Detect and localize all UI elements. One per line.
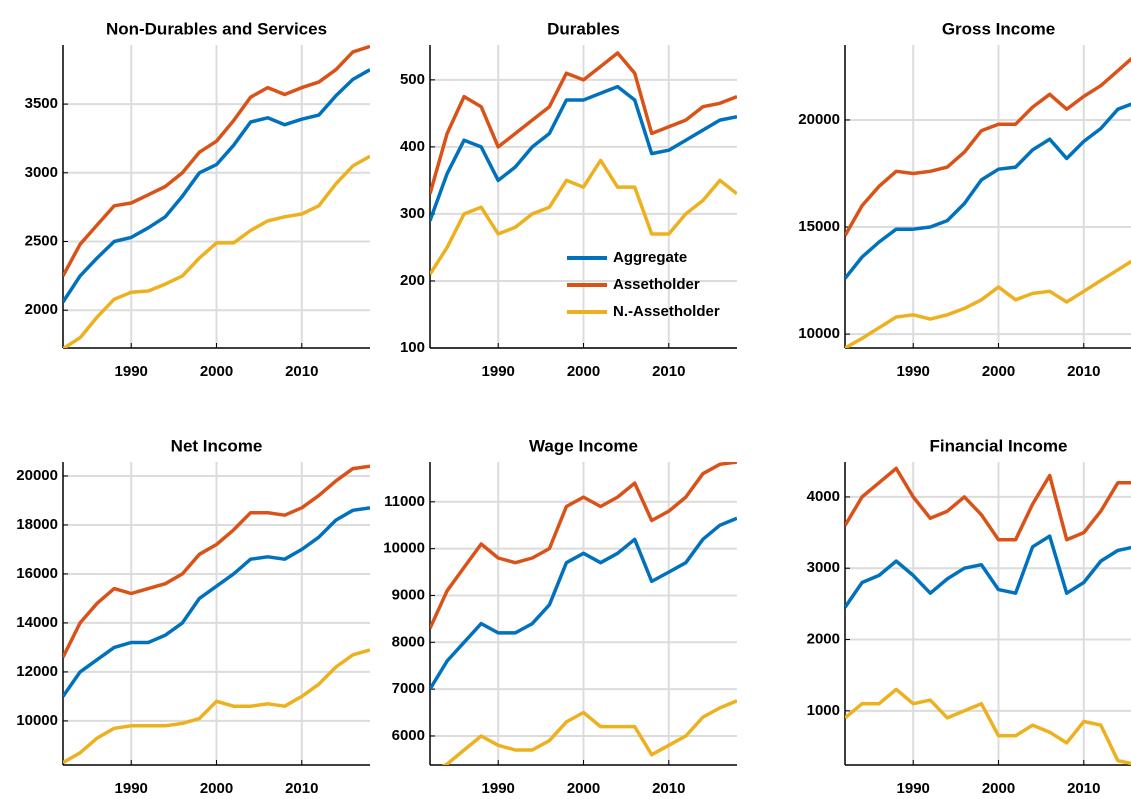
y-tick-label: 18000 (16, 516, 58, 533)
series-line (845, 259, 1131, 348)
y-tick-label: 8000 (392, 633, 425, 650)
series-line (63, 68, 370, 303)
series-line (63, 154, 370, 348)
series-line (430, 462, 737, 630)
series-line (63, 506, 370, 698)
y-tick-label: 2500 (25, 232, 58, 249)
x-tick-label: 2010 (285, 363, 318, 380)
series-line (845, 534, 1131, 609)
legend-label: N.-Assetholder (613, 303, 720, 320)
x-tick-label: 2000 (982, 780, 1015, 797)
series-line (430, 84, 737, 222)
x-tick-label: 2010 (1067, 780, 1100, 797)
y-tick-label: 4000 (807, 488, 840, 505)
x-tick-label: 1990 (115, 780, 148, 797)
series-line (430, 516, 737, 691)
y-tick-label: 9000 (392, 586, 425, 603)
legend-label: Assetholder (613, 276, 700, 293)
series-line (430, 158, 737, 276)
y-tick-label: 400 (400, 138, 425, 155)
y-tick-label: 10000 (16, 712, 58, 729)
y-tick-label: 300 (400, 205, 425, 222)
y-tick-label: 11000 (384, 493, 425, 510)
x-tick-label: 1990 (482, 363, 515, 380)
y-tick-label: 3000 (25, 164, 58, 181)
y-tick-label: 12000 (16, 663, 58, 680)
panel: 2000 2500 3000 3500 1990 2000 2010 Non-Durables… (25, 19, 370, 380)
y-tick-label: 2000 (807, 630, 840, 647)
x-tick-label: 2000 (200, 363, 233, 380)
y-tick-label: 2000 (25, 301, 58, 318)
panel: 10000 12000 14000 16000 18000 20000 1990 2000 20… (16, 436, 370, 797)
x-tick-label: 2010 (652, 780, 685, 797)
y-tick-label: 6000 (392, 727, 425, 744)
series-line (441, 699, 737, 765)
y-tick-label: 20000 (16, 467, 58, 484)
panel: 1000 2000 3000 4000 1990 2000 2010 Financial In… (807, 436, 1131, 797)
x-tick-label: 2000 (982, 363, 1015, 380)
x-tick-label: 2010 (1067, 363, 1100, 380)
series-line (845, 102, 1131, 280)
chart-title: Net Income (171, 436, 263, 455)
series-line (63, 464, 370, 658)
x-tick-label: 1990 (897, 363, 930, 380)
x-tick-label: 2000 (200, 780, 233, 797)
chart-title: Wage Income (529, 436, 638, 455)
chart-title: Non-Durables and Services (106, 19, 327, 38)
y-tick-label: 16000 (16, 565, 58, 582)
y-tick-label: 10000 (383, 540, 425, 557)
panel: 100 200 300 400 500 1990 2000 2010 Durables Aggre… (400, 19, 737, 380)
y-tick-label: 3500 (25, 95, 58, 112)
series-line (845, 466, 1131, 542)
panel: 10000 15000 20000 1990 2000 2010 Gross Income (798, 19, 1131, 380)
y-tick-label: 15000 (798, 218, 840, 235)
x-tick-label: 1990 (115, 363, 148, 380)
series-line (63, 648, 370, 765)
y-tick-label: 20000 (798, 111, 840, 128)
series-line (845, 687, 1131, 765)
y-tick-label: 3000 (807, 559, 840, 576)
y-tick-label: 200 (400, 272, 425, 289)
x-tick-label: 1990 (482, 780, 515, 797)
chart-title: Financial Income (930, 436, 1068, 455)
series-line (63, 45, 370, 277)
chart-title: Durables (547, 19, 620, 38)
series-line (430, 51, 737, 195)
x-tick-label: 2010 (652, 363, 685, 380)
x-tick-label: 1990 (897, 780, 930, 797)
y-tick-label: 500 (400, 71, 425, 88)
y-tick-label: 7000 (392, 680, 425, 697)
x-tick-label: 2000 (567, 363, 600, 380)
x-tick-label: 2000 (567, 780, 600, 797)
x-tick-label: 2010 (285, 780, 318, 797)
chart-title: Gross Income (942, 19, 1055, 38)
y-tick-label: 10000 (798, 325, 840, 342)
legend-label: Aggregate (613, 249, 687, 266)
y-tick-label: 100 (400, 339, 425, 356)
panel: 6000 7000 8000 9000 10000 11000 1990 2000 2010 Wa… (383, 436, 737, 797)
y-tick-label: 1000 (807, 702, 840, 719)
y-tick-label: 14000 (16, 614, 58, 631)
series-line (845, 56, 1131, 237)
